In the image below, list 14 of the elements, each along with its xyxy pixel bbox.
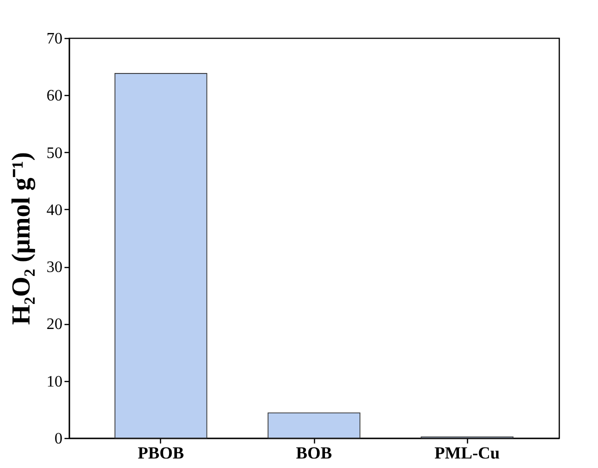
y-tick-label: 50 [46,144,62,162]
x-tick-label: PBOB [138,444,184,462]
bar [114,73,208,438]
y-tick-label: 0 [54,430,62,448]
y-tick-label: 70 [46,30,62,48]
y-axis-title: H₂O₂ (μmol g⁻¹) [6,152,36,325]
x-tick-label: BOB [296,444,332,462]
y-tick-label: 40 [46,202,62,219]
y-tick-label: 10 [46,373,62,390]
x-tick-label: PML-Cu [434,444,500,462]
y-tick-label: 20 [46,316,62,334]
y-tick-label: 30 [46,259,62,276]
y-tick-label: 60 [46,88,62,105]
bar [268,412,360,438]
